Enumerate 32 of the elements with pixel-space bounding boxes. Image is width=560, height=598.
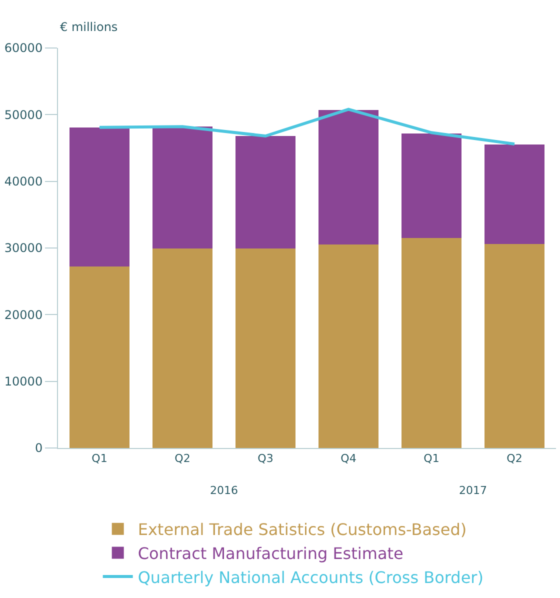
bar: [236, 136, 296, 249]
y-tick-label: 20000: [4, 308, 43, 322]
legend-label: External Trade Satistics (Customs-Based): [138, 520, 467, 540]
x-tick-label: Q1: [92, 452, 108, 466]
y-tick-label: 50000: [4, 108, 43, 122]
y-tick-label: 40000: [4, 174, 43, 189]
bar: [484, 144, 544, 244]
bar: [70, 266, 130, 448]
y-tick-label: 30000: [4, 241, 43, 256]
line-series: [98, 108, 516, 146]
y-axis-title: € millions: [60, 20, 118, 34]
bar: [236, 248, 296, 448]
y-tick-label: 0: [34, 441, 43, 456]
bar: [402, 133, 462, 238]
x-tick-label: Q4: [340, 452, 356, 466]
x-tick-label: Q2: [174, 452, 190, 466]
bar: [70, 127, 130, 267]
legend-label: Quarterly National Accounts (Cross Border): [138, 568, 484, 587]
bar: [484, 244, 544, 448]
legend-label: Contract Manufacturing Estimate: [138, 544, 404, 563]
bar: [402, 238, 462, 448]
text: 2017: [459, 484, 487, 497]
bar: [152, 126, 212, 249]
bar: [318, 110, 378, 245]
bar: [318, 244, 378, 448]
x-tick-label: Q2: [506, 452, 522, 466]
x-tick-label: Q1: [424, 452, 440, 466]
bar: [152, 248, 212, 448]
y-tick-label: 60000: [4, 41, 43, 56]
y-tick-label: 10000: [4, 374, 43, 389]
x-tick-label: Q3: [258, 452, 274, 466]
text: 2016: [210, 484, 238, 497]
